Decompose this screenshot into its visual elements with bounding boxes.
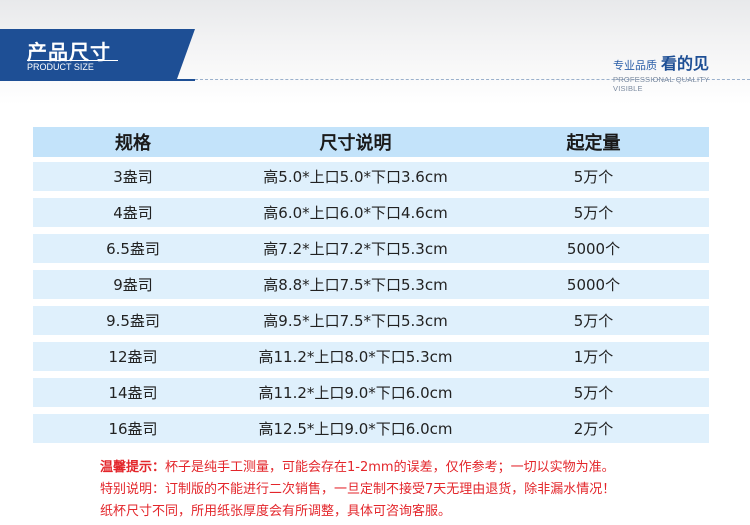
table-row: 14盎司 高11.2*上口9.0*下口6.0cm 5万个 xyxy=(33,378,709,407)
cell-spec: 6.5盎司 xyxy=(106,240,160,258)
table-row: 6.5盎司 高7.2*上口7.2*下口5.3cm 5000个 xyxy=(33,234,709,263)
cell-spec: 14盎司 xyxy=(108,384,158,402)
cell-dimensions: 高12.5*上口9.0*下口6.0cm xyxy=(258,420,453,438)
cell-moq: 1万个 xyxy=(573,348,614,366)
title-underline xyxy=(0,79,195,81)
table-row: 12盎司 高11.2*上口8.0*下口5.3cm 1万个 xyxy=(33,342,709,371)
cell-dimensions: 高5.0*上口5.0*下口3.6cm xyxy=(263,168,448,186)
header-moq: 起定量 xyxy=(566,133,621,154)
cell-spec: 9盎司 xyxy=(113,276,153,294)
table-row: 3盎司 高5.0*上口5.0*下口3.6cm 5万个 xyxy=(33,162,709,191)
table-row: 16盎司 高12.5*上口9.0*下口6.0cm 2万个 xyxy=(33,414,709,443)
cell-moq: 5000个 xyxy=(566,240,621,258)
section-title-block: 产品尺寸 PRODUCT SIZE xyxy=(0,29,177,79)
header-dimensions: 尺寸说明 xyxy=(319,133,392,154)
cell-moq: 5万个 xyxy=(573,312,614,330)
cell-dimensions: 高9.5*上口7.5*下口5.3cm xyxy=(263,312,448,330)
note-tip-label: 温馨提示： xyxy=(100,460,166,475)
cell-spec: 4盎司 xyxy=(113,204,153,222)
cell-dimensions: 高6.0*上口6.0*下口4.6cm xyxy=(263,204,448,222)
size-table: 规格 尺寸说明 起定量 3盎司 高5.0*上口5.0*下口3.6cm 5万个 4… xyxy=(33,127,709,450)
cell-spec: 9.5盎司 xyxy=(106,312,160,330)
table-row: 9.5盎司 高9.5*上口7.5*下口5.3cm 5万个 xyxy=(33,306,709,335)
title-divider xyxy=(27,60,118,61)
note-special: 特别说明：订制版的不能进行二次销售，一旦定制不接受7天无理由退货，除非漏水情况！ xyxy=(100,482,616,497)
cell-dimensions: 高8.8*上口7.5*下口5.3cm xyxy=(263,276,448,294)
quality-english-text: PROFESSIONAL QUALITY VISIBLE xyxy=(613,75,710,93)
table-row: 4盎司 高6.0*上口6.0*下口4.6cm 5万个 xyxy=(33,198,709,227)
cell-moq: 5万个 xyxy=(573,204,614,222)
header-dashed-line xyxy=(195,79,750,80)
cell-spec: 16盎司 xyxy=(108,420,158,438)
cell-dimensions: 高11.2*上口9.0*下口6.0cm xyxy=(258,384,453,402)
table-header-row: 规格 尺寸说明 起定量 xyxy=(33,127,709,157)
cell-moq: 5000个 xyxy=(566,276,621,294)
cell-spec: 12盎司 xyxy=(108,348,158,366)
quality-slogan: 专业品质 看的见 PROFESSIONAL QUALITY VISIBLE xyxy=(613,50,738,93)
header-spec: 规格 xyxy=(115,133,151,154)
note-tip: 温馨提示：杯子是纯手工测量，可能会存在1-2mm的误差，仅作参考；一切以实物为准… xyxy=(100,457,740,479)
note-size: 纸杯尺寸不同，所用纸张厚度会有所调整，具体可咨询客服。 xyxy=(100,504,452,519)
quality-small-text: 专业品质 xyxy=(613,59,657,72)
cell-dimensions: 高11.2*上口8.0*下口5.3cm xyxy=(258,348,453,366)
cell-moq: 5万个 xyxy=(573,168,614,186)
cell-dimensions: 高7.2*上口7.2*下口5.3cm xyxy=(263,240,448,258)
cell-spec: 3盎司 xyxy=(113,168,153,186)
quality-big-text: 看的见 xyxy=(661,54,710,73)
note-tip-text: 杯子是纯手工测量，可能会存在1-2mm的误差，仅作参考；一切以实物为准。 xyxy=(165,460,615,475)
title-tail-shape xyxy=(177,29,195,79)
cell-moq: 5万个 xyxy=(573,384,614,402)
table-row: 9盎司 高8.8*上口7.5*下口5.3cm 5000个 xyxy=(33,270,709,299)
cell-moq: 2万个 xyxy=(573,420,614,438)
notes-block: 温馨提示：杯子是纯手工测量，可能会存在1-2mm的误差，仅作参考；一切以实物为准… xyxy=(100,457,740,523)
section-subtitle: PRODUCT SIZE xyxy=(27,62,94,72)
